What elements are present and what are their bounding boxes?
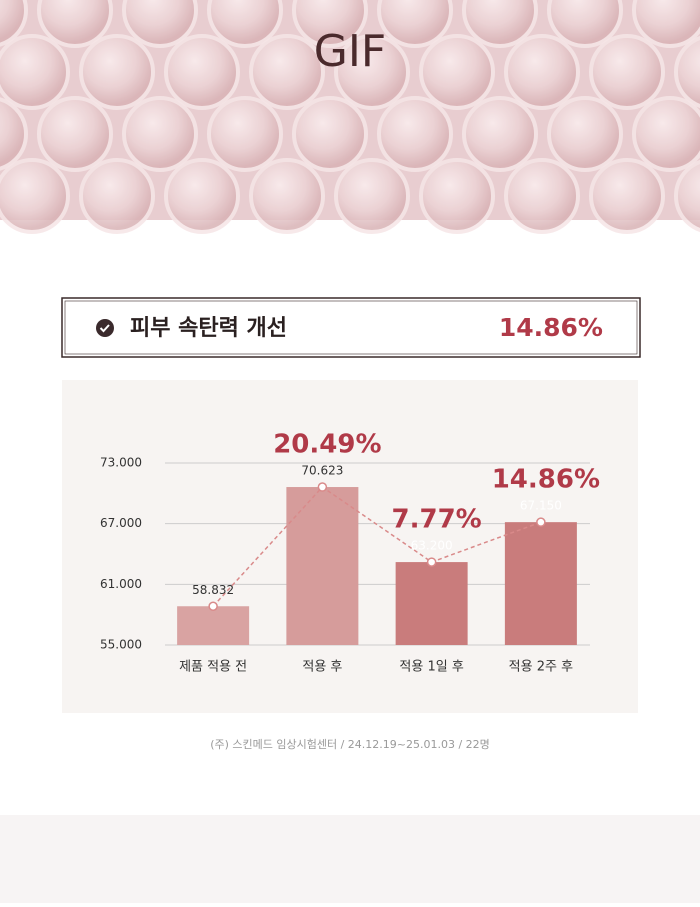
x-tick-label: 제품 적용 전 xyxy=(179,660,247,675)
y-tick-label: 73.000 xyxy=(100,456,142,470)
bubble xyxy=(674,159,700,233)
bubble xyxy=(122,0,198,48)
bubble xyxy=(589,158,665,234)
bubble xyxy=(79,34,155,110)
bubble xyxy=(207,96,283,172)
x-tick-label: 적용 1일 후 xyxy=(399,660,463,675)
bubble xyxy=(0,158,70,234)
bubble xyxy=(377,96,453,172)
bubble xyxy=(419,34,495,110)
x-tick-label: 적용 후 xyxy=(302,660,342,675)
bubble xyxy=(462,0,538,48)
point xyxy=(536,517,546,527)
header-title: GIF xyxy=(314,26,386,77)
header-pattern xyxy=(0,0,700,234)
value-label: 63.200 xyxy=(411,539,453,553)
bubble xyxy=(207,0,283,48)
check-mark xyxy=(99,324,110,333)
bubble xyxy=(377,0,453,48)
point xyxy=(426,557,437,567)
bubble xyxy=(547,96,623,172)
bubble xyxy=(334,34,410,110)
point xyxy=(208,601,218,612)
bubble xyxy=(632,0,700,48)
bubble xyxy=(292,0,368,48)
value-label: 58.832 xyxy=(192,583,234,597)
bubble xyxy=(504,158,580,234)
bubble xyxy=(164,34,240,110)
summary-value: 14.86% xyxy=(499,313,603,342)
trend-line xyxy=(212,486,542,607)
change-label: 20.49% xyxy=(273,430,381,460)
point xyxy=(317,482,328,492)
y-tick-label: 55.000 xyxy=(100,638,142,652)
summary-box xyxy=(61,297,641,358)
bubble xyxy=(462,96,538,172)
bar xyxy=(286,487,359,645)
bubble xyxy=(419,158,495,234)
bubble xyxy=(122,96,198,172)
bubble xyxy=(334,158,410,234)
bar xyxy=(504,522,577,645)
bubble xyxy=(504,34,580,110)
x-tick-label: 적용 2주 후 xyxy=(509,660,573,675)
bubble xyxy=(547,0,623,48)
bubble xyxy=(589,34,665,110)
summary-label: 피부 속탄력 개선 xyxy=(130,316,287,341)
bubble xyxy=(292,96,368,172)
bubble xyxy=(164,158,240,234)
y-tick-label: 67.000 xyxy=(100,516,142,530)
bubble xyxy=(674,35,700,109)
bubble xyxy=(79,158,155,234)
footnote: (주) 스킨메드 임상시험센터 / 24.12.19~25.01.03 / 22… xyxy=(210,738,490,751)
bubble xyxy=(37,0,113,48)
chart: 55.000 61.000 67.000 73.000 제품 적용 전 적용 후 적용 1일… xyxy=(100,430,600,675)
bubble xyxy=(37,96,113,172)
value-label: 70.623 xyxy=(301,464,343,478)
bubble xyxy=(632,96,700,172)
bar xyxy=(177,606,250,645)
y-tick-label: 61.000 xyxy=(100,577,142,591)
bubble xyxy=(249,34,325,110)
bubble xyxy=(0,34,70,110)
change-label: 14.86% xyxy=(492,465,600,495)
bubble xyxy=(0,0,28,47)
bubble xyxy=(0,97,28,171)
value-label: 67.150 xyxy=(520,499,562,513)
change-label: 7.77% xyxy=(392,505,482,535)
summary-box-inner xyxy=(64,300,638,355)
footer-band xyxy=(0,815,700,903)
bar xyxy=(395,562,468,645)
bubble xyxy=(249,158,325,234)
